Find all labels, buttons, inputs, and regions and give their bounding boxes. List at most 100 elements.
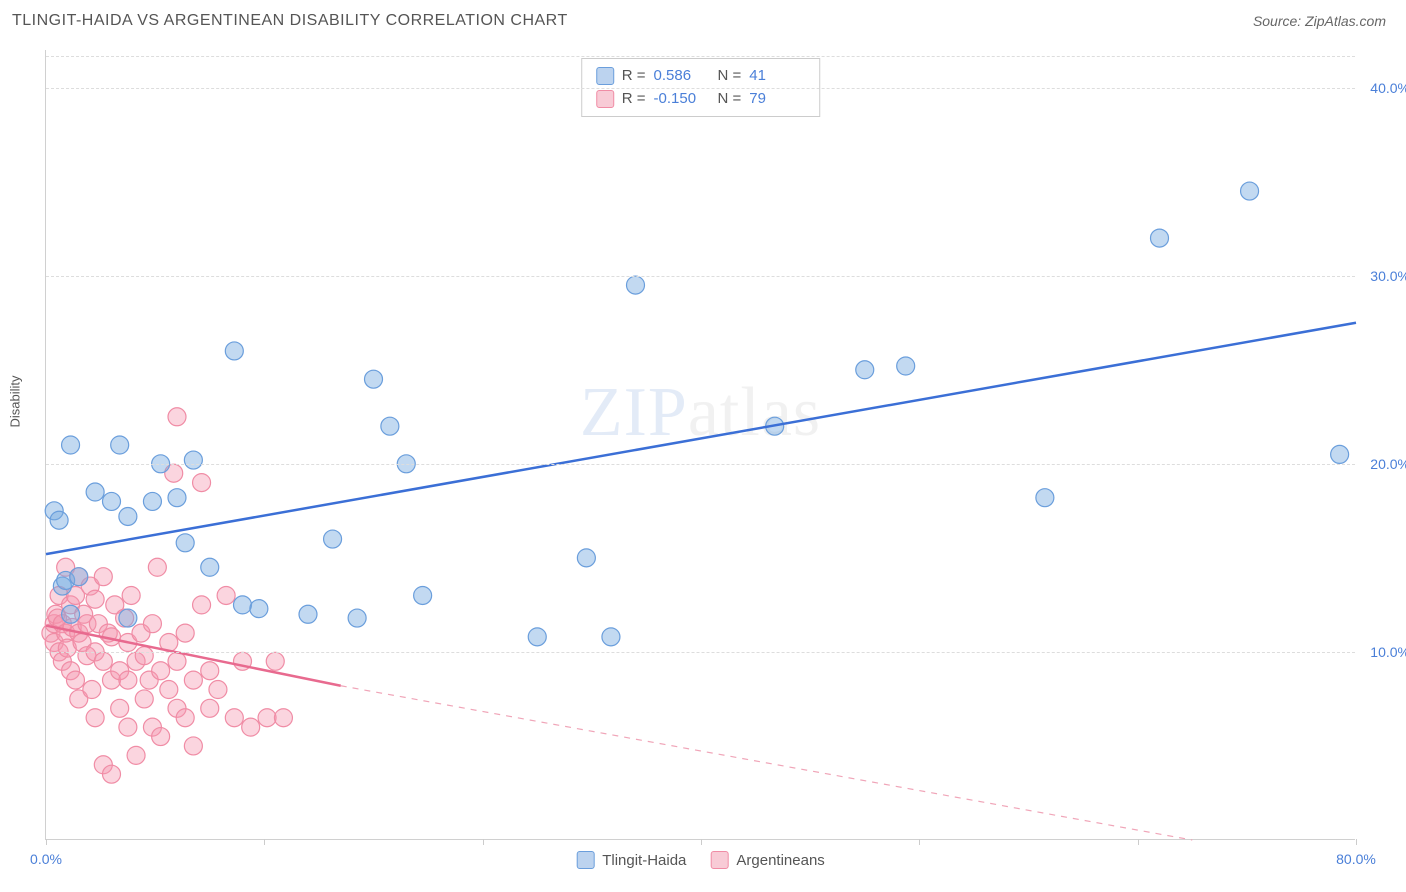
scatter-point bbox=[135, 690, 153, 708]
scatter-point bbox=[168, 652, 186, 670]
scatter-point bbox=[70, 568, 88, 586]
scatter-point bbox=[143, 615, 161, 633]
scatter-point bbox=[103, 492, 121, 510]
scatter-point bbox=[1241, 182, 1259, 200]
scatter-plot-svg bbox=[46, 50, 1355, 839]
scatter-point bbox=[856, 361, 874, 379]
scatter-point bbox=[111, 699, 129, 717]
gridline-h bbox=[46, 652, 1355, 653]
scatter-point bbox=[1331, 445, 1349, 463]
gridline-h bbox=[46, 88, 1355, 89]
scatter-point bbox=[86, 709, 104, 727]
r-label-1: R = bbox=[622, 65, 646, 88]
trendline bbox=[341, 686, 1193, 840]
stats-row-series1: R = 0.586 N = 41 bbox=[596, 65, 806, 88]
scatter-point bbox=[160, 681, 178, 699]
x-tick bbox=[46, 839, 47, 845]
x-tick bbox=[264, 839, 265, 845]
scatter-point bbox=[225, 342, 243, 360]
scatter-point bbox=[184, 737, 202, 755]
r-label-2: R = bbox=[622, 88, 646, 111]
scatter-point bbox=[119, 671, 137, 689]
gridline-h bbox=[46, 56, 1355, 57]
scatter-point bbox=[86, 590, 104, 608]
x-tick-label: 0.0% bbox=[30, 851, 62, 867]
scatter-point bbox=[152, 662, 170, 680]
scatter-point bbox=[176, 534, 194, 552]
scatter-point bbox=[266, 652, 284, 670]
y-tick-label: 10.0% bbox=[1370, 644, 1406, 660]
scatter-point bbox=[176, 624, 194, 642]
y-tick-label: 20.0% bbox=[1370, 456, 1406, 472]
scatter-point bbox=[577, 549, 595, 567]
scatter-point bbox=[103, 765, 121, 783]
scatter-point bbox=[122, 586, 140, 604]
scatter-point bbox=[184, 451, 202, 469]
scatter-point bbox=[528, 628, 546, 646]
trendline bbox=[46, 323, 1356, 554]
scatter-point bbox=[94, 652, 112, 670]
scatter-point bbox=[201, 558, 219, 576]
scatter-point bbox=[66, 671, 84, 689]
scatter-point bbox=[348, 609, 366, 627]
legend-swatch-pink-icon bbox=[710, 851, 728, 869]
r-value-2: -0.150 bbox=[654, 88, 710, 111]
scatter-point bbox=[250, 600, 268, 618]
n-value-2: 79 bbox=[749, 88, 805, 111]
scatter-point bbox=[135, 647, 153, 665]
chart-title: TLINGIT-HAIDA VS ARGENTINEAN DISABILITY … bbox=[12, 12, 568, 30]
scatter-point bbox=[62, 605, 80, 623]
scatter-point bbox=[201, 662, 219, 680]
scatter-point bbox=[258, 709, 276, 727]
legend-swatch-blue-icon bbox=[576, 851, 594, 869]
scatter-point bbox=[83, 681, 101, 699]
x-tick bbox=[1138, 839, 1139, 845]
scatter-point bbox=[274, 709, 292, 727]
scatter-point bbox=[152, 728, 170, 746]
gridline-h bbox=[46, 276, 1355, 277]
scatter-point bbox=[324, 530, 342, 548]
r-value-1: 0.586 bbox=[654, 65, 710, 88]
scatter-point bbox=[62, 436, 80, 454]
scatter-point bbox=[193, 596, 211, 614]
scatter-point bbox=[168, 408, 186, 426]
n-label-2: N = bbox=[718, 88, 742, 111]
x-tick bbox=[483, 839, 484, 845]
scatter-point bbox=[193, 474, 211, 492]
scatter-point bbox=[143, 492, 161, 510]
y-tick-label: 40.0% bbox=[1370, 80, 1406, 96]
scatter-point bbox=[184, 671, 202, 689]
scatter-point bbox=[119, 507, 137, 525]
scatter-point bbox=[176, 709, 194, 727]
scatter-point bbox=[168, 489, 186, 507]
scatter-point bbox=[234, 596, 252, 614]
scatter-point bbox=[50, 511, 68, 529]
x-tick bbox=[1356, 839, 1357, 845]
scatter-point bbox=[602, 628, 620, 646]
swatch-pink-icon bbox=[596, 90, 614, 108]
scatter-point bbox=[365, 370, 383, 388]
gridline-h bbox=[46, 464, 1355, 465]
scatter-point bbox=[897, 357, 915, 375]
scatter-point bbox=[86, 483, 104, 501]
scatter-point bbox=[119, 718, 137, 736]
source-attribution: Source: ZipAtlas.com bbox=[1253, 13, 1386, 29]
x-tick-label: 80.0% bbox=[1336, 851, 1376, 867]
chart-plot-area: ZIPatlas R = 0.586 N = 41 R = -0.150 N =… bbox=[45, 50, 1355, 840]
scatter-point bbox=[94, 568, 112, 586]
scatter-point bbox=[201, 699, 219, 717]
scatter-point bbox=[1151, 229, 1169, 247]
scatter-point bbox=[414, 586, 432, 604]
scatter-point bbox=[217, 586, 235, 604]
n-label-1: N = bbox=[718, 65, 742, 88]
legend-item-series1: Tlingit-Haida bbox=[576, 851, 686, 869]
scatter-point bbox=[627, 276, 645, 294]
x-tick bbox=[919, 839, 920, 845]
legend-label-1: Tlingit-Haida bbox=[602, 852, 686, 869]
scatter-point bbox=[299, 605, 317, 623]
scatter-point bbox=[242, 718, 260, 736]
scatter-point bbox=[119, 609, 137, 627]
scatter-point bbox=[1036, 489, 1054, 507]
stats-row-series2: R = -0.150 N = 79 bbox=[596, 88, 806, 111]
y-axis-label: Disability bbox=[8, 375, 23, 427]
